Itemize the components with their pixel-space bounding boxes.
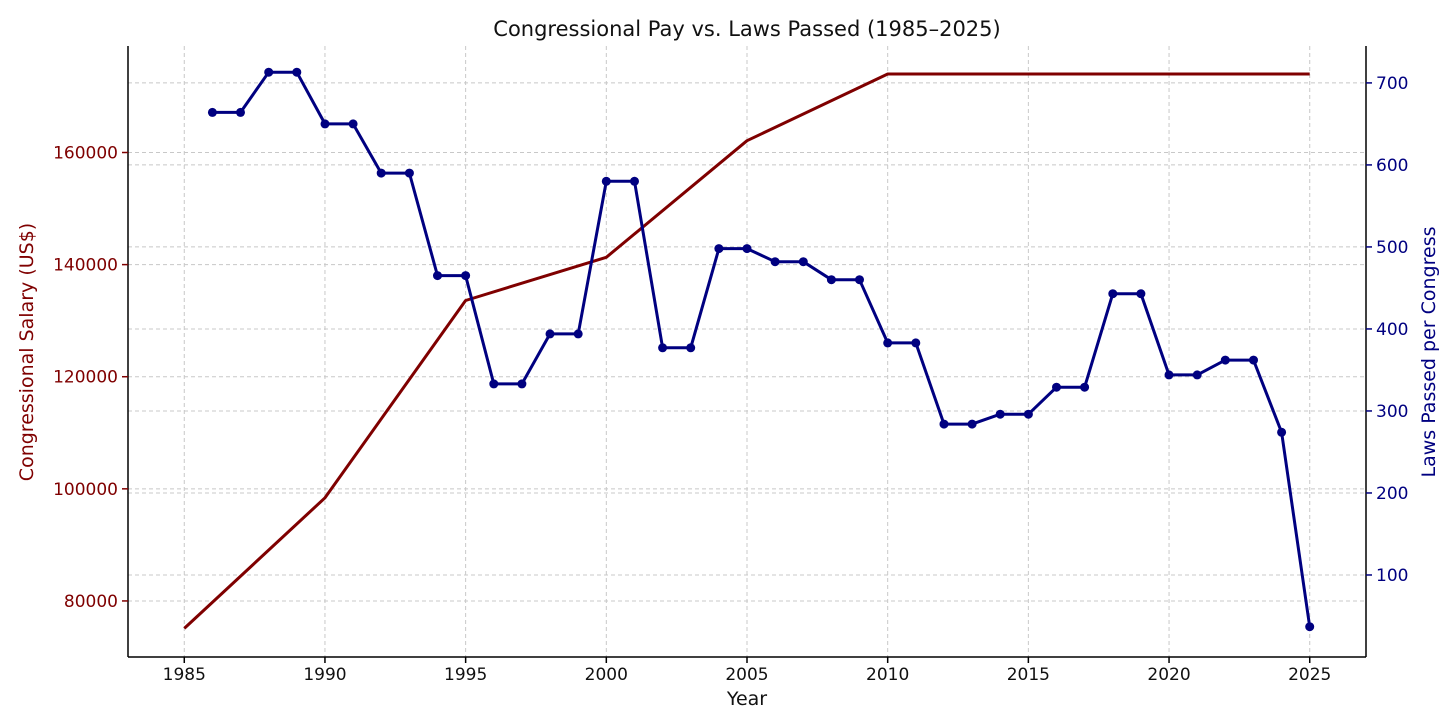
laws-point-2000: [601, 176, 611, 186]
x-tick-label-2005: 2005: [725, 665, 768, 685]
laws-point-2021: [1192, 370, 1202, 380]
x-axis-label: Year: [726, 688, 767, 710]
y-left-tick-label-100000: 100000: [53, 480, 118, 500]
grid: [128, 46, 1366, 657]
laws-point-1987: [236, 107, 245, 117]
laws-point-2013: [967, 419, 977, 429]
x-tick-label-2025: 2025: [1288, 665, 1331, 685]
laws-point-2015: [1023, 409, 1033, 419]
x-tick-label-1995: 1995: [444, 665, 487, 685]
laws-point-2006: [770, 257, 780, 267]
laws-point-1990: [320, 119, 330, 129]
x-tick-label-2020: 2020: [1147, 665, 1190, 685]
laws-point-2020: [1164, 370, 1174, 380]
laws-point-1988: [264, 67, 274, 77]
laws-point-2014: [995, 409, 1005, 419]
y-right-tick-label-200: 200: [1376, 484, 1408, 504]
axes: 1985 1990 1995 2000 2005 2010 2015 2020 2025 8000…: [53, 46, 1408, 685]
series-layer: [183, 67, 1315, 632]
y-right-tick-label-400: 400: [1376, 320, 1408, 340]
laws-point-1995: [461, 271, 471, 281]
laws-point-2022: [1220, 355, 1230, 365]
x-tick-label-2010: 2010: [866, 665, 909, 685]
laws-point-2017: [1080, 382, 1090, 392]
laws-point-2002: [658, 343, 668, 353]
laws-point-1986: [207, 107, 217, 117]
laws-point-2004: [714, 244, 724, 254]
chart-title: Congressional Pay vs. Laws Passed (1985–…: [493, 17, 1000, 41]
laws-point-1993: [404, 168, 414, 178]
y-right-tick-label-700: 700: [1376, 74, 1408, 94]
laws-point-1996: [489, 379, 499, 389]
laws-point-2007: [798, 257, 808, 267]
x-tick-label-2000: 2000: [585, 665, 628, 685]
laws-point-2008: [826, 275, 836, 285]
y-left-tick-label-120000: 120000: [53, 368, 118, 388]
y-left-tick-label-140000: 140000: [53, 256, 118, 276]
laws-point-2024: [1277, 427, 1287, 437]
laws-point-2018: [1108, 289, 1118, 299]
laws-point-2025: [1305, 622, 1315, 632]
y-left-tick-label-160000: 160000: [53, 144, 118, 164]
laws-point-1992: [376, 168, 386, 178]
laws-point-1994: [433, 271, 442, 281]
laws-point-2009: [855, 275, 864, 285]
laws-point-2012: [939, 419, 949, 429]
laws-point-2011: [911, 338, 921, 348]
y-right-tick-label-500: 500: [1376, 238, 1408, 258]
laws-point-2016: [1052, 382, 1061, 392]
laws-point-1999: [573, 329, 583, 339]
laws-point-2010: [883, 338, 893, 348]
laws-point-2005: [742, 244, 752, 254]
y-right-tick-label-300: 300: [1376, 402, 1408, 422]
y-right-tick-label-100: 100: [1376, 566, 1408, 586]
x-tick-label-1985: 1985: [163, 665, 206, 685]
salary-series-line: [183, 72, 1310, 630]
y-left-tick-label-80000: 80000: [64, 592, 118, 612]
laws-point-1989: [292, 67, 302, 77]
laws-point-2023: [1249, 355, 1258, 365]
laws-point-2001: [630, 176, 639, 186]
laws-point-1997: [517, 379, 527, 389]
laws-series-line: [212, 70, 1312, 627]
y-right-tick-label-600: 600: [1376, 156, 1408, 176]
y-axis-right-label: Laws Passed per Congress: [1418, 226, 1440, 477]
x-tick-label-2015: 2015: [1007, 665, 1050, 685]
x-tick-label-1990: 1990: [303, 665, 346, 685]
y-axis-left-label: Congressional Salary (US$): [16, 223, 38, 481]
laws-point-2019: [1136, 289, 1146, 299]
laws-point-1998: [545, 329, 555, 339]
laws-point-1991: [348, 119, 358, 129]
laws-point-2003: [686, 343, 696, 353]
